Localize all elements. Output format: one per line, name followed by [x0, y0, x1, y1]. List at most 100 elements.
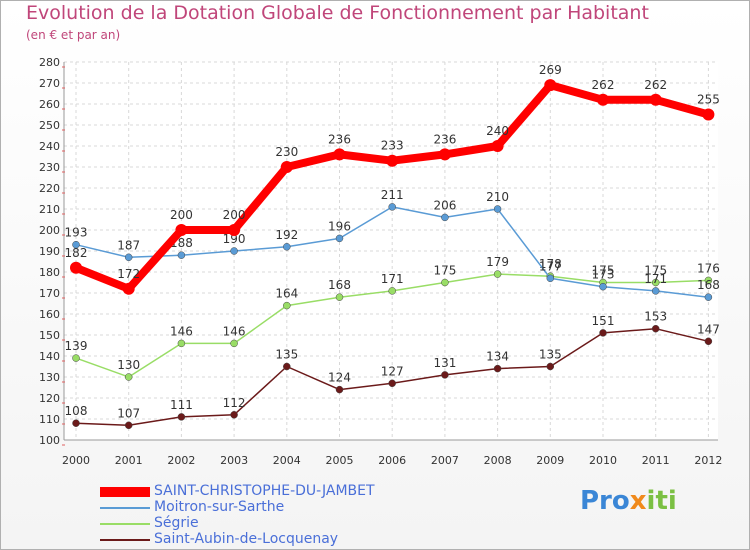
data-label-1: 196: [328, 219, 351, 233]
data-label-0: 182: [65, 246, 88, 260]
y-tick-label: 240: [39, 140, 60, 153]
series-point-0: [597, 93, 609, 106]
y-tick-label: 160: [39, 308, 60, 321]
chart-subtitle: (en € et par an): [26, 28, 121, 42]
y-tick-label: 280: [39, 56, 60, 69]
y-tick-label: 120: [39, 392, 60, 405]
data-label-1: 193: [65, 226, 88, 240]
series-point-1: [704, 293, 713, 301]
y-tick-label: 170: [39, 287, 60, 300]
x-tick-label: 2006: [378, 454, 406, 467]
series-point-0: [70, 261, 82, 274]
logo-part-x: x: [629, 486, 647, 516]
x-tick-label: 2000: [62, 454, 90, 467]
data-label-0: 262: [644, 78, 667, 92]
x-tick-label: 2007: [431, 454, 459, 467]
series-point-2: [335, 293, 344, 301]
series-point-2: [177, 339, 186, 348]
series-point-2: [441, 278, 449, 287]
data-label-0: 172: [117, 267, 140, 281]
data-label-3: 135: [275, 348, 298, 362]
legend-swatch: [100, 523, 150, 525]
data-label-3: 112: [223, 396, 246, 410]
data-label-3: 147: [697, 322, 720, 336]
data-label-0: 236: [328, 132, 351, 146]
series-point-0: [544, 79, 557, 92]
data-label-2: 175: [644, 264, 667, 278]
legend-swatch: [100, 507, 150, 509]
series-point-3: [441, 371, 449, 379]
y-tick-label: 210: [39, 203, 60, 216]
legend-label: Moitron-sur-Sarthe: [154, 499, 285, 515]
logo-part-iti: iti: [646, 486, 677, 516]
data-label-3: 127: [381, 364, 404, 378]
series-point-0: [122, 282, 135, 295]
data-label-0: 230: [275, 145, 298, 159]
data-label-0: 236: [433, 132, 456, 146]
data-label-2: 176: [697, 261, 720, 275]
series-point-1: [441, 213, 449, 222]
data-label-0: 269: [539, 63, 562, 77]
legend-swatch: [100, 487, 150, 497]
series-point-3: [599, 329, 607, 337]
x-tick-label: 2010: [589, 454, 617, 467]
series-point-3: [388, 379, 396, 388]
series-point-0: [386, 154, 399, 167]
data-label-2: 164: [275, 287, 298, 301]
data-label-3: 135: [539, 348, 562, 362]
x-tick-label: 2004: [273, 454, 301, 467]
legend-label: Ségrie: [154, 515, 199, 531]
x-tick-label: 2002: [167, 454, 195, 467]
series-point-2: [230, 339, 238, 348]
data-label-2: 171: [381, 272, 404, 286]
data-label-2: 175: [433, 264, 456, 278]
series-point-0: [333, 148, 346, 161]
data-label-0: 240: [486, 124, 509, 138]
x-tick-label: 2009: [536, 454, 564, 467]
x-tick-label: 2003: [220, 454, 248, 467]
y-tick-label: 140: [39, 350, 60, 363]
data-label-2: 175: [592, 264, 615, 278]
series-point-2: [493, 270, 502, 278]
x-tick-label: 2005: [326, 454, 354, 467]
y-tick-label: 250: [39, 119, 60, 132]
series-point-0: [280, 161, 293, 173]
x-tick-label: 2011: [642, 454, 670, 467]
data-label-1: 211: [381, 188, 404, 202]
series-point-1: [335, 234, 344, 243]
y-tick-label: 190: [39, 245, 60, 258]
series-point-0: [228, 224, 241, 236]
data-label-1: 190: [223, 232, 246, 246]
data-label-1: 177: [539, 259, 562, 273]
y-tick-label: 270: [39, 77, 60, 90]
x-tick-label: 2001: [115, 454, 143, 467]
series-point-2: [388, 287, 396, 295]
data-label-2: 168: [328, 278, 351, 292]
data-label-1: 173: [592, 268, 615, 282]
series-point-0: [649, 93, 662, 106]
y-tick-label: 150: [39, 329, 60, 342]
series-point-3: [124, 421, 133, 430]
series-point-2: [124, 373, 133, 381]
data-label-3: 151: [592, 314, 615, 328]
data-label-3: 153: [644, 310, 667, 324]
data-label-3: 111: [170, 398, 193, 412]
data-label-2: 146: [223, 324, 246, 338]
series-point-1: [493, 205, 502, 213]
logo-part-pro: Pro: [580, 486, 630, 516]
series-point-3: [177, 413, 186, 421]
series-point-1: [599, 282, 607, 291]
series-point-1: [124, 253, 133, 262]
data-label-0: 200: [223, 208, 246, 222]
proxiti-logo: Proxiti: [580, 486, 677, 516]
y-tick-label: 230: [39, 161, 60, 174]
legend-label: SAINT-CHRISTOPHE-DU-JAMBET: [154, 483, 375, 499]
series-point-3: [72, 419, 80, 427]
series-point-0: [175, 224, 188, 236]
series-point-3: [283, 362, 291, 371]
y-tick-label: 260: [39, 98, 60, 111]
series-point-1: [283, 243, 291, 251]
series-point-3: [493, 364, 502, 373]
y-tick-label: 110: [39, 413, 60, 426]
data-label-1: 168: [697, 278, 720, 292]
